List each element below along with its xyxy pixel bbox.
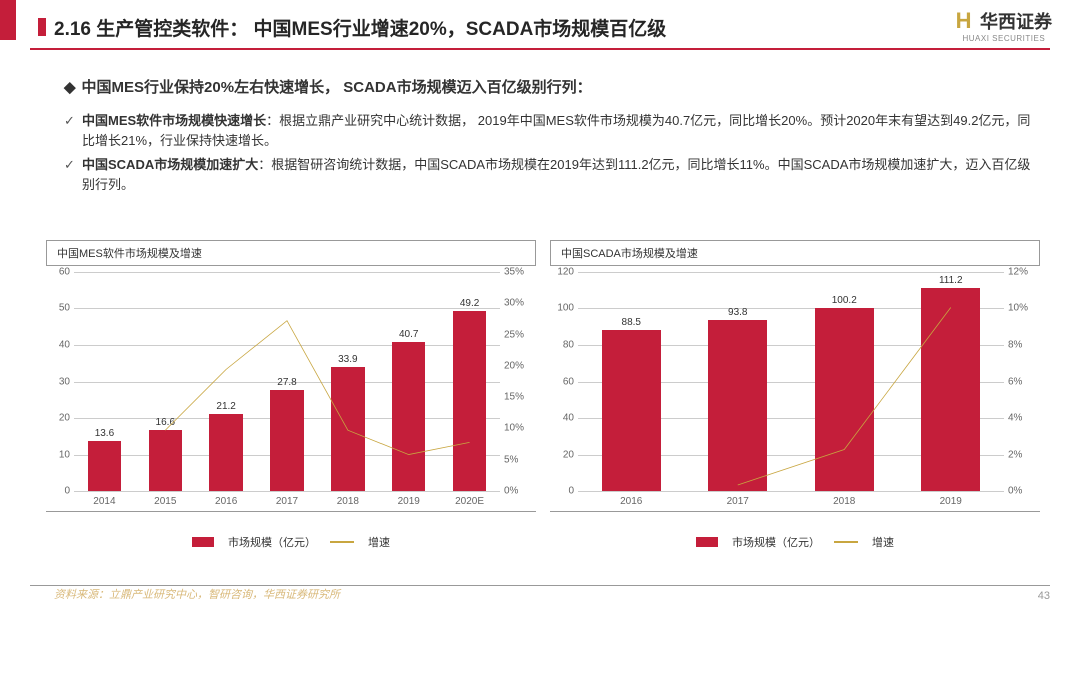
header: 2.16 生产管控类软件： 中国MES行业增速20%，SCADA市场规模百亿级 [54,14,1040,41]
logo: H 华西证券 HUAXI SECURITIES [956,8,1052,43]
bullet-title: 中国SCADA市场规模加速扩大 [82,157,258,172]
content: 中国MES行业保持20%左右快速增长， SCADA市场规模迈入百亿级别行列： 中… [54,60,1042,200]
chart-title: 中国MES软件市场规模及增速 [46,240,536,266]
logo-text: 华西证券 [980,8,1052,34]
header-rule [30,48,1050,50]
bullet-item: 中国MES软件市场规模快速增长：根据立鼎产业研究中心统计数据， 2019年中国M… [64,111,1042,151]
charts-row: 中国MES软件市场规模及增速 01020304050600%5%10%15%20… [46,240,1040,550]
logo-subtitle: HUAXI SECURITIES [956,34,1052,43]
chart-body: 0204060801001200%2%4%6%8%10%12%88.520169… [550,272,1040,512]
header-accent-small [38,18,46,36]
logo-mark: H [956,8,972,33]
bullet-item: 中国SCADA市场规模加速扩大：根据智研咨询统计数据，中国SCADA市场规模在2… [64,155,1042,195]
bullet-title: 中国MES软件市场规模快速增长 [82,113,266,128]
page-number: 43 [1038,590,1050,602]
plot-area: 0204060801001200%2%4%6%8%10%12%88.520169… [578,272,1004,491]
source-note: 资料来源：立鼎产业研究中心，智研咨询，华西证券研究所 [54,586,340,602]
header-accent [0,0,16,40]
chart-title: 中国SCADA市场规模及增速 [550,240,1040,266]
chart-body: 01020304050600%5%10%15%20%25%30%35%13.62… [46,272,536,512]
summary-line: 中国MES行业保持20%左右快速增长， SCADA市场规模迈入百亿级别行列： [64,76,1042,97]
mes-chart: 中国MES软件市场规模及增速 01020304050600%5%10%15%20… [46,240,536,550]
plot-area: 01020304050600%5%10%15%20%25%30%35%13.62… [74,272,500,491]
scada-chart: 中国SCADA市场规模及增速 0204060801001200%2%4%6%8%… [550,240,1040,550]
page-title: 2.16 生产管控类软件： 中国MES行业增速20%，SCADA市场规模百亿级 [54,14,666,41]
bullet-list: 中国MES软件市场规模快速增长：根据立鼎产业研究中心统计数据， 2019年中国M… [64,111,1042,196]
